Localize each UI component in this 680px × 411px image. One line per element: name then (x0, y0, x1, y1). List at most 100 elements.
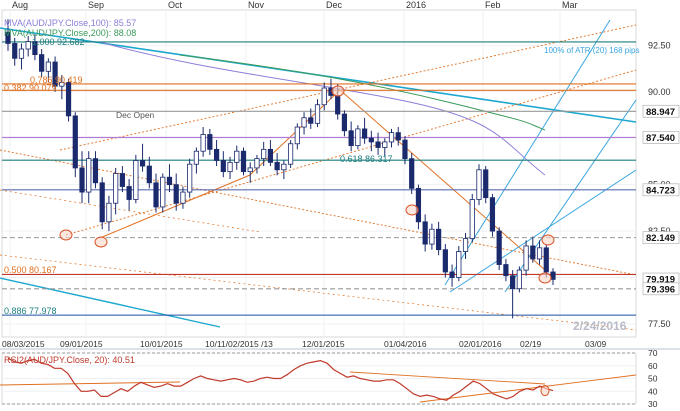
candle-body (153, 182, 159, 208)
fib-level-label: 0.886 77.978 (4, 306, 57, 316)
candle-body (543, 247, 549, 273)
candle-body (173, 184, 179, 204)
candle-body (166, 176, 173, 186)
candle-body (99, 182, 105, 223)
date-tick-label: 10/11/02/2015 /13 (205, 339, 273, 349)
dec-open-label: Dec Open (116, 110, 155, 120)
rsi-tick-label: 60 (648, 361, 658, 371)
candle-body (530, 245, 536, 260)
price-box (642, 282, 680, 296)
candle-body (267, 148, 274, 163)
candle-body (146, 165, 152, 184)
candle-body (409, 158, 415, 189)
fib-level-label: 0.618 86.317 (340, 154, 393, 164)
rsi-trend-line-2 (349, 371, 546, 385)
candle-body (193, 150, 199, 165)
candle-body (234, 150, 240, 163)
candle-body (139, 160, 146, 167)
mva-100-line (99, 41, 546, 176)
rsi-tick-label: 30 (648, 399, 658, 409)
price-tick-label: 77.50 (648, 319, 671, 329)
lower-trend-line-cyan (0, 277, 221, 328)
candle-body (72, 115, 78, 169)
candle-body (287, 143, 294, 165)
candle-body (469, 199, 475, 239)
date-tick-label: 02/19 (520, 339, 542, 349)
candle-body (503, 264, 509, 277)
candle-body (213, 148, 220, 161)
date-tick-label: 01/04/2016 (384, 339, 427, 349)
candle-body (308, 117, 314, 124)
candle-body (415, 187, 422, 223)
candle-body (119, 173, 125, 187)
candle-body (375, 141, 381, 148)
candle-body (355, 128, 361, 147)
candle-body (301, 117, 307, 128)
pivot-marker (59, 229, 73, 241)
candle-body (18, 48, 25, 59)
decline-line-orange (339, 89, 546, 271)
candle-body (429, 228, 435, 245)
candle-body (456, 251, 462, 278)
candle-body (227, 161, 233, 173)
rsi-tick-label: 50 (648, 374, 658, 384)
price-box-label: 88.947 (646, 107, 675, 118)
fan-line-orange (0, 189, 261, 233)
date-tick-label: 02/01/2016 (459, 339, 502, 349)
candle-body (442, 249, 448, 273)
candle-body (187, 163, 193, 193)
candle-body (240, 150, 247, 173)
candle-body (436, 228, 442, 251)
candle-body (160, 176, 166, 208)
price-box-label: 82.149 (646, 233, 675, 244)
candle-body (207, 134, 213, 150)
candle-body (536, 247, 543, 260)
month-label: Mar (562, 0, 578, 10)
price-box (642, 131, 680, 144)
candle-body (52, 61, 58, 87)
price-panel-frame (1, 9, 637, 338)
fib-level-label: 0.786 90.419 (30, 75, 83, 85)
month-label: Nov (248, 0, 265, 10)
support-line-orange (99, 174, 251, 239)
date-tick-label: 12/01/2015 (302, 339, 345, 349)
candle-body (220, 160, 226, 173)
candle-body (274, 161, 280, 171)
candle-body (314, 104, 321, 124)
candle-body (510, 275, 516, 290)
channel-line-orange-lower (0, 149, 637, 276)
pivot-marker (94, 236, 108, 248)
price-box-label: 79.396 (646, 284, 675, 295)
candle-body (489, 197, 496, 232)
candle-body (261, 148, 267, 160)
fib-level-label: 1.000 92.682 (32, 37, 85, 47)
candle-body (362, 128, 368, 139)
candle-body (45, 61, 51, 72)
candle-body (476, 169, 482, 200)
candle-body (395, 132, 401, 141)
candle-body (126, 186, 132, 200)
candle-body (422, 221, 428, 245)
price-box (642, 231, 680, 245)
candle-body (39, 54, 45, 72)
price-box-label: 79.919 (646, 275, 675, 286)
candle-body (86, 158, 92, 193)
candle-body (402, 139, 408, 160)
atr-annotation: 100% of ATR (20) 168 pips (544, 46, 639, 55)
candle-body (247, 167, 253, 173)
pivot-marker (331, 85, 345, 97)
rsi-legend: RSI2(AUD/JPY.Close, 20): 40.51 (4, 355, 135, 365)
candle-body (5, 31, 11, 44)
rsi-series-line (7, 357, 554, 401)
candle-body (496, 230, 502, 265)
candle-body (462, 238, 469, 252)
price-tick-label: 82.50 (648, 226, 671, 236)
legend-mva-100: MVA(AUD/JPY.Close,100): 85.57 (4, 18, 136, 28)
legend-mva-200: MVA(AUD/JPY.Close,200): 88.08 (4, 28, 136, 38)
pivot-marker (541, 234, 555, 246)
pivot-marker (405, 204, 419, 216)
candle-body (32, 41, 38, 55)
candle-body (180, 191, 186, 204)
fib-level-label: 0.500 80.167 (4, 265, 57, 275)
